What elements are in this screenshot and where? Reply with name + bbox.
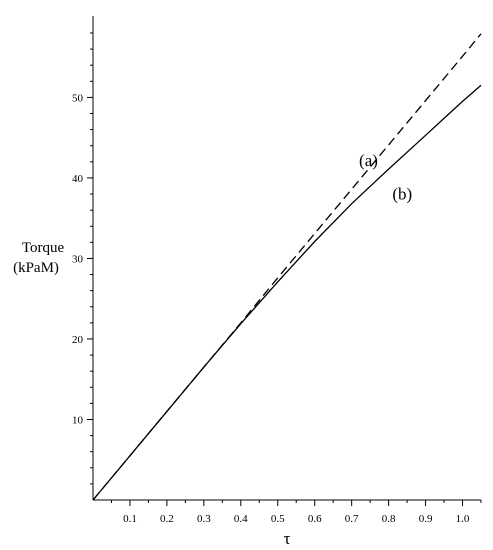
x-tick-label: 0.1: [123, 513, 137, 525]
y-tick-label: 30: [72, 253, 84, 265]
series-annotation: (a): [359, 151, 378, 170]
x-tick-label: 0.3: [197, 513, 211, 525]
y-axis-label-line2: (kPaM): [13, 260, 59, 276]
series-layer: (a) (b): [92, 33, 482, 501]
series-annotation: (b): [392, 185, 412, 204]
x-tick-label: 0.6: [308, 513, 322, 525]
axes: 0.1 0.2 0.3 0.4 0.5 0.6 0.7 0.8 0.9 1.0 10 20 30 40 50: [72, 16, 482, 525]
x-tick-label: 1.0: [456, 513, 470, 525]
y-tick-label: 50: [72, 92, 84, 104]
x-tick-label: 0.4: [234, 513, 248, 525]
x-tick-label: 0.2: [160, 513, 174, 525]
x-tick-label: 0.5: [271, 513, 285, 525]
x-axis-label: τ: [284, 529, 291, 548]
y-tick-label: 40: [72, 173, 84, 185]
series-b-line: [92, 84, 482, 501]
y-tick-label: 20: [72, 334, 84, 346]
x-tick-label: 0.8: [382, 513, 396, 525]
x-tick-label: 0.9: [419, 513, 433, 525]
y-tick-label: 10: [72, 414, 84, 426]
y-axis-label-line1: Torque: [22, 240, 65, 256]
labels-layer: Torque (kPaM) τ: [13, 240, 290, 548]
x-tick-label: 0.7: [345, 513, 359, 525]
